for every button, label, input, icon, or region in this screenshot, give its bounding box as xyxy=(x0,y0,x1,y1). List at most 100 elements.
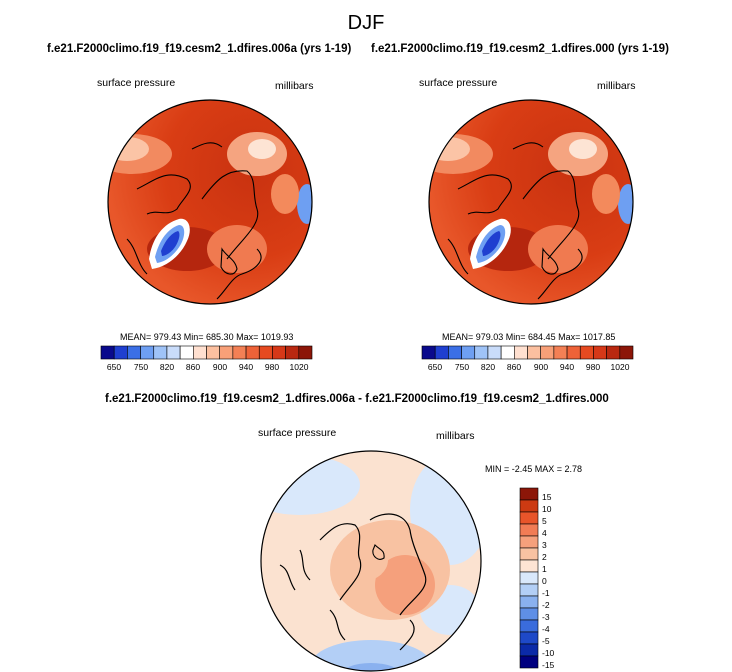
panel2-colorbar-ticks: 650 750 820 860 900 940 980 1020 xyxy=(422,362,633,374)
panel1-tick: 900 xyxy=(212,362,228,372)
colorbar-swatch xyxy=(606,345,621,360)
panel3-colorbar xyxy=(519,487,539,669)
colorbar-swatch xyxy=(461,345,476,360)
colorbar-swatch xyxy=(272,345,286,360)
colorbar-swatch xyxy=(434,345,449,360)
panel1-units-label: millibars xyxy=(275,80,314,92)
colorbar-swatch xyxy=(519,607,539,621)
colorbar-swatch xyxy=(421,345,436,360)
panel2-tick: 940 xyxy=(559,362,575,372)
panel1-colorbar-ticks: 650 750 820 860 900 940 980 1020 xyxy=(101,362,312,374)
colorbar-swatch xyxy=(298,345,313,360)
colorbar-swatch xyxy=(245,345,260,360)
colorbar-swatch xyxy=(519,571,539,585)
panel3-tick: 10 xyxy=(542,504,552,514)
panel3-tick: 5 xyxy=(542,516,547,526)
panel3-title: f.e21.F2000climo.f19_f19.cesm2_1.dfires.… xyxy=(105,393,609,405)
panel2-variable-label: surface pressure xyxy=(419,77,498,89)
panel1-tick: 650 xyxy=(106,362,122,372)
panel3-tick: 2 xyxy=(542,552,547,562)
panel1-variable-label: surface pressure xyxy=(97,77,176,89)
colorbar-swatch xyxy=(519,583,539,597)
colorbar-swatch xyxy=(285,345,300,360)
panel1-tick: 820 xyxy=(159,362,175,372)
panel3-units-label: millibars xyxy=(436,430,475,442)
colorbar-swatch xyxy=(206,345,220,360)
panel3-tick: 0 xyxy=(542,576,547,586)
colorbar-swatch xyxy=(519,619,539,633)
colorbar-swatch xyxy=(219,345,234,360)
panel2-stats: MEAN= 979.03 Min= 684.45 Max= 1017.85 xyxy=(442,332,616,342)
colorbar-swatch xyxy=(519,523,539,537)
colorbar-swatch xyxy=(519,499,539,513)
panel3-tick: -5 xyxy=(542,636,550,646)
panel1-tick: 1020 xyxy=(289,362,309,372)
panel3-tick: 3 xyxy=(542,540,547,550)
panel1-tick: 860 xyxy=(185,362,201,372)
panel2-tick: 650 xyxy=(427,362,443,372)
colorbar-swatch xyxy=(519,511,539,525)
colorbar-swatch xyxy=(619,345,634,360)
colorbar-swatch xyxy=(519,631,539,645)
panel2-tick: 860 xyxy=(506,362,522,372)
panel3-tick: -1 xyxy=(542,588,550,598)
colorbar-swatch xyxy=(519,559,539,573)
panel1-polar-map xyxy=(107,99,313,305)
panel1-colorbar xyxy=(100,345,313,360)
panel3-polar-map xyxy=(260,450,482,672)
colorbar-swatch xyxy=(540,345,555,360)
colorbar-swatch xyxy=(579,345,594,360)
colorbar-swatch xyxy=(232,345,247,360)
panel1-tick: 980 xyxy=(264,362,280,372)
panel2-tick: 900 xyxy=(533,362,549,372)
panel2-tick: 980 xyxy=(585,362,601,372)
panel2-colorbar xyxy=(421,345,634,360)
panel2-units-label: millibars xyxy=(597,80,636,92)
colorbar-swatch xyxy=(140,345,155,360)
colorbar-swatch xyxy=(593,345,607,360)
colorbar-swatch xyxy=(519,643,539,657)
colorbar-swatch xyxy=(487,345,502,360)
colorbar-swatch xyxy=(519,595,539,609)
colorbar-swatch xyxy=(519,655,539,669)
colorbar-swatch xyxy=(166,345,181,360)
panel3-tick: -15 xyxy=(542,660,555,670)
colorbar-swatch xyxy=(553,345,568,360)
colorbar-swatch xyxy=(527,345,541,360)
panel3-tick: 1 xyxy=(542,564,547,574)
colorbar-swatch xyxy=(566,345,581,360)
panel1-tick: 750 xyxy=(133,362,149,372)
panel2-polar-map xyxy=(428,99,634,305)
colorbar-swatch xyxy=(258,345,273,360)
colorbar-swatch xyxy=(519,487,539,501)
panel2-title: f.e21.F2000climo.f19_f19.cesm2_1.dfires.… xyxy=(371,43,669,55)
colorbar-swatch xyxy=(127,345,141,360)
colorbar-swatch xyxy=(474,345,489,360)
panel3-colorbar-ticks: 15 10 5 4 3 2 1 0 -1 -2 -3 -4 -5 -10 -15 xyxy=(542,488,572,670)
panel3-tick: -10 xyxy=(542,648,555,658)
panel1-title: f.e21.F2000climo.f19_f19.cesm2_1.dfires.… xyxy=(47,43,352,55)
panel3-tick: -3 xyxy=(542,612,550,622)
panel1-stats: MEAN= 979.43 Min= 685.30 Max= 1019.93 xyxy=(120,332,294,342)
colorbar-swatch xyxy=(500,345,515,360)
colorbar-swatch xyxy=(100,345,115,360)
colorbar-swatch xyxy=(514,345,528,360)
panel2-tick: 750 xyxy=(454,362,470,372)
panel2-tick: 820 xyxy=(480,362,496,372)
panel3-tick: -2 xyxy=(542,600,550,610)
colorbar-swatch xyxy=(153,345,168,360)
colorbar-swatch xyxy=(519,535,539,549)
panel3-tick: -4 xyxy=(542,624,550,634)
panel3-tick: 4 xyxy=(542,528,547,538)
colorbar-swatch xyxy=(179,345,194,360)
panel2-tick: 1020 xyxy=(610,362,630,372)
figure-title: DJF xyxy=(347,12,385,34)
colorbar-swatch xyxy=(113,345,128,360)
panel3-variable-label: surface pressure xyxy=(258,427,337,439)
panel3-stats: MIN = -2.45 MAX = 2.78 xyxy=(485,464,583,474)
colorbar-swatch xyxy=(448,345,462,360)
panel1-tick: 940 xyxy=(238,362,254,372)
colorbar-swatch xyxy=(193,345,207,360)
panel3-tick: 15 xyxy=(542,492,552,502)
colorbar-swatch xyxy=(519,547,539,561)
